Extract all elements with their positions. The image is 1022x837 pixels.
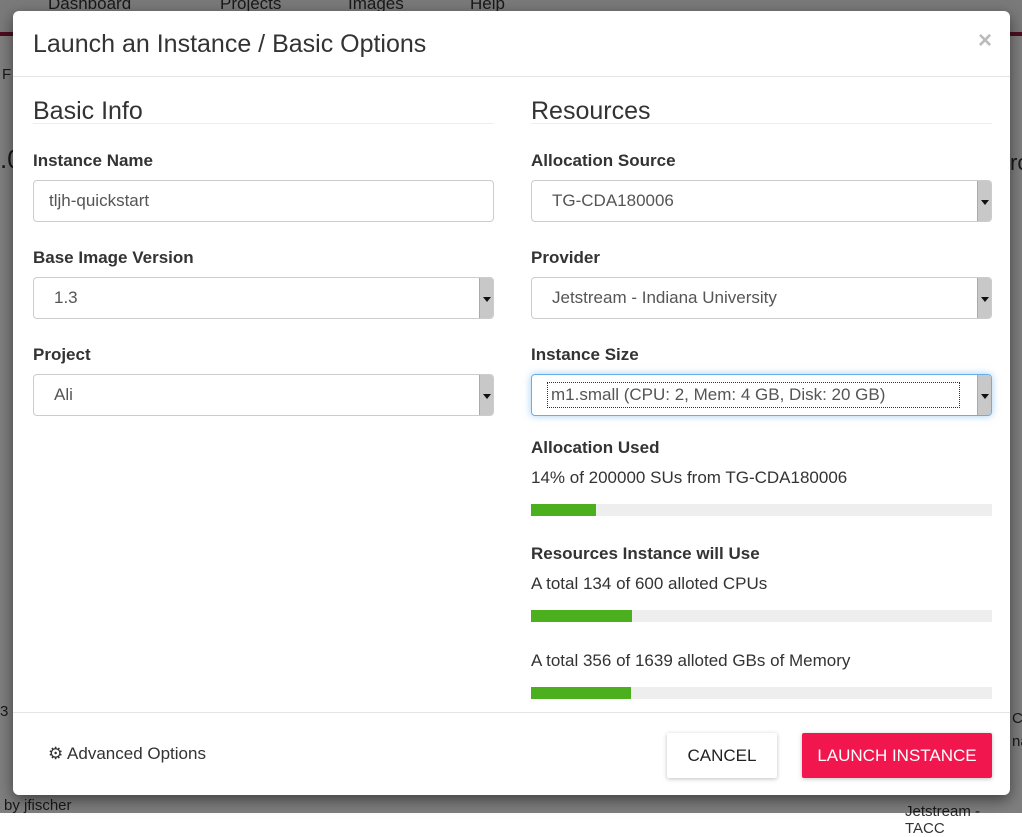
launch-instance-modal: Launch an Instance / Basic Options × Bas… [13, 11, 1010, 795]
section-heading: Resources [531, 77, 992, 125]
select-value: m1.small (CPU: 2, Mem: 4 GB, Disk: 20 GB… [547, 382, 960, 408]
base-image-version-label: Base Image Version [33, 248, 194, 267]
advanced-options-link[interactable]: ⚙ Advanced Options [48, 744, 206, 764]
chevron-down-icon[interactable] [977, 278, 991, 318]
select-value: Ali [54, 385, 73, 404]
cpu-usage-text: A total 134 of 600 alloted CPUs [531, 574, 768, 593]
close-icon[interactable]: × [977, 27, 992, 54]
memory-usage-text: A total 356 of 1639 alloted GBs of Memor… [531, 651, 851, 670]
modal-title: Launch an Instance / Basic Options [33, 30, 427, 58]
project-label: Project [33, 345, 91, 364]
instance-use-label: Resources Instance will Use [531, 544, 760, 563]
project-select[interactable]: Ali [33, 374, 494, 416]
modal-footer: ⚙ Advanced Options CANCEL LAUNCH INSTANC… [13, 712, 1010, 795]
advanced-options-label: Advanced Options [67, 744, 206, 763]
launch-instance-button[interactable]: LAUNCH INSTANCE [802, 733, 992, 778]
memory-usage-progress [531, 687, 992, 699]
progress-fill [531, 504, 596, 516]
select-value: TG-CDA180006 [552, 191, 674, 210]
provider-select[interactable]: Jetstream - Indiana University [531, 277, 992, 319]
gear-icon: ⚙ [48, 744, 64, 763]
instance-size-select[interactable]: m1.small (CPU: 2, Mem: 4 GB, Disk: 20 GB… [531, 374, 992, 416]
allocation-used-label: Allocation Used [531, 438, 660, 457]
instance-name-input[interactable]: tljh-quickstart [33, 180, 494, 222]
chevron-down-icon[interactable] [977, 375, 991, 415]
cpu-usage-progress [531, 610, 992, 622]
instance-name-label: Instance Name [33, 151, 153, 170]
chevron-down-icon[interactable] [977, 181, 991, 221]
base-image-version-select[interactable]: 1.3 [33, 277, 494, 319]
allocation-source-select[interactable]: TG-CDA180006 [531, 180, 992, 222]
allocation-used-progress [531, 504, 992, 516]
chevron-down-icon[interactable] [479, 278, 493, 318]
section-heading: Basic Info [33, 77, 494, 125]
select-value: Jetstream - Indiana University [552, 288, 777, 307]
allocation-used-text: 14% of 200000 SUs from TG-CDA180006 [531, 468, 848, 487]
modal-header: Launch an Instance / Basic Options × [13, 11, 1010, 77]
allocation-source-label: Allocation Source [531, 151, 676, 170]
progress-fill [531, 687, 632, 699]
basic-info-section: Basic Info Instance Name tljh-quickstart… [33, 77, 494, 416]
resources-section: Resources Allocation Source TG-CDA180006… [531, 77, 992, 699]
provider-label: Provider [531, 248, 600, 267]
select-value: 1.3 [54, 288, 78, 307]
instance-size-label: Instance Size [531, 345, 639, 364]
chevron-down-icon[interactable] [479, 375, 493, 415]
progress-fill [531, 610, 633, 622]
cancel-button[interactable]: CANCEL [667, 733, 777, 778]
